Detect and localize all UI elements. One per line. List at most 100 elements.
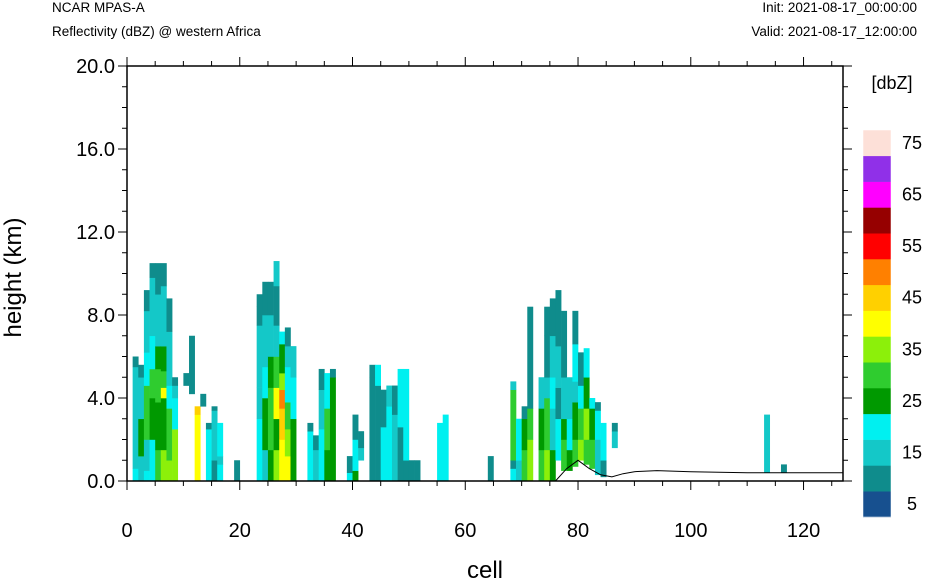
reflectivity-cell — [352, 439, 359, 471]
reflectivity-cell — [267, 315, 274, 357]
colorbar-tick-label: 5 — [907, 494, 917, 514]
reflectivity-cell — [149, 439, 156, 482]
reflectivity-cell — [324, 373, 331, 409]
reflectivity-cell — [284, 402, 291, 430]
reflectivity-cell — [572, 344, 579, 382]
reflectivity-cell — [318, 389, 325, 430]
reflectivity-cell — [166, 298, 173, 332]
reflectivity-cell — [544, 449, 551, 482]
reflectivity-cell — [521, 449, 528, 482]
colorbar-tick-label: 65 — [902, 185, 922, 205]
reflectivity-cell — [279, 439, 286, 482]
reflectivity-cell — [549, 408, 556, 451]
reflectivity-cell — [544, 398, 551, 451]
reflectivity-cell — [555, 290, 562, 347]
terrain-line — [127, 459, 843, 482]
reflectivity-cell — [160, 263, 167, 287]
colorbar-tick-label: 75 — [902, 133, 922, 153]
reflectivity-cell — [358, 447, 365, 461]
reflectivity-cell — [132, 366, 139, 469]
reflectivity-cell — [307, 422, 314, 432]
reflectivity-cell — [279, 331, 286, 345]
reflectivity-cell — [290, 418, 297, 482]
reflectivity-cell — [583, 348, 590, 378]
reflectivity-cell — [549, 449, 556, 482]
reflectivity-cell — [375, 364, 381, 386]
x-tick-label: 0 — [121, 520, 132, 542]
reflectivity-cell — [307, 431, 314, 482]
reflectivity-cell — [589, 439, 596, 469]
reflectivity-cell — [172, 398, 179, 430]
reflectivity-cell — [160, 387, 167, 399]
colorbar-swatch — [863, 155, 891, 182]
reflectivity-cell — [555, 346, 562, 388]
reflectivity-cell — [290, 346, 297, 378]
reflectivity-cell — [256, 325, 263, 388]
reflectivity-cell — [538, 408, 545, 451]
colorbar-swatch — [863, 130, 891, 157]
colorbar-swatch — [863, 284, 891, 311]
reflectivity-cell — [764, 414, 771, 473]
reflectivity-cell — [358, 431, 365, 449]
reflectivity-cell — [155, 368, 162, 403]
colorbar-tick-label: 35 — [902, 339, 922, 359]
reflectivity-cell — [578, 439, 584, 461]
reflectivity-cell — [516, 460, 522, 482]
reflectivity-cell — [132, 468, 139, 482]
reflectivity-cell — [172, 377, 179, 386]
reflectivity-cell — [290, 377, 297, 420]
reflectivity-cell — [138, 456, 145, 482]
reflectivity-cell — [329, 368, 336, 378]
reflectivity-cell — [279, 408, 286, 440]
reflectivity-cell — [138, 377, 145, 420]
reflectivity-cell — [256, 294, 263, 307]
colorbar-swatch — [863, 233, 891, 260]
reflectivity-cell — [521, 406, 528, 420]
reflectivity-cell — [544, 335, 551, 378]
reflectivity-cell — [561, 418, 568, 440]
reflectivity-cell — [160, 398, 167, 451]
reflectivity-cell — [143, 310, 150, 353]
reflectivity-cell — [527, 439, 534, 482]
reflectivity-cell — [200, 393, 207, 407]
reflectivity-cell — [143, 385, 150, 440]
reflectivity-cell — [166, 408, 173, 461]
reflectivity-cell — [149, 263, 156, 278]
reflectivity-cell — [217, 456, 224, 465]
reflectivity-cell — [510, 468, 517, 482]
reflectivity-cell — [205, 429, 212, 482]
colorbar-tick-label: 25 — [902, 391, 922, 411]
reflectivity-cell — [172, 385, 179, 399]
reflectivity-cell — [138, 418, 145, 457]
reflectivity-cell — [279, 344, 286, 374]
x-tick-label: 100 — [674, 520, 707, 542]
reflectivity-cell — [555, 387, 562, 420]
reflectivity-cell — [352, 470, 359, 482]
reflectivity-cell — [262, 315, 269, 368]
colorbar-swatch — [863, 310, 891, 337]
colorbar-swatch — [863, 388, 891, 415]
reflectivity-cell — [572, 381, 579, 403]
reflectivity-cell — [527, 408, 534, 440]
reflectivity-cell — [160, 449, 167, 482]
y-tick-label: 4.0 — [87, 388, 115, 410]
reflectivity-cell — [391, 385, 398, 415]
reflectivity-cell — [549, 335, 556, 378]
reflectivity-cell — [279, 373, 286, 390]
init-time: Init: 2021-08-17_00:00:00 — [762, 0, 917, 15]
colorbar-frame — [862, 129, 892, 518]
y-tick-label: 20.0 — [76, 56, 115, 78]
reflectivity-cell — [414, 460, 421, 482]
reflectivity-cell — [578, 385, 584, 409]
reflectivity-cell — [155, 346, 162, 370]
reflectivity-cell — [397, 427, 404, 482]
reflectivity-cell — [324, 408, 331, 451]
plot-frame — [126, 65, 844, 482]
reflectivity-cell — [346, 472, 353, 482]
reflectivity-cell — [566, 418, 573, 451]
reflectivity-cell — [329, 377, 336, 482]
y-tick-label: 8.0 — [87, 305, 115, 327]
reflectivity-cell — [403, 368, 410, 461]
reflectivity-cell — [262, 366, 269, 399]
